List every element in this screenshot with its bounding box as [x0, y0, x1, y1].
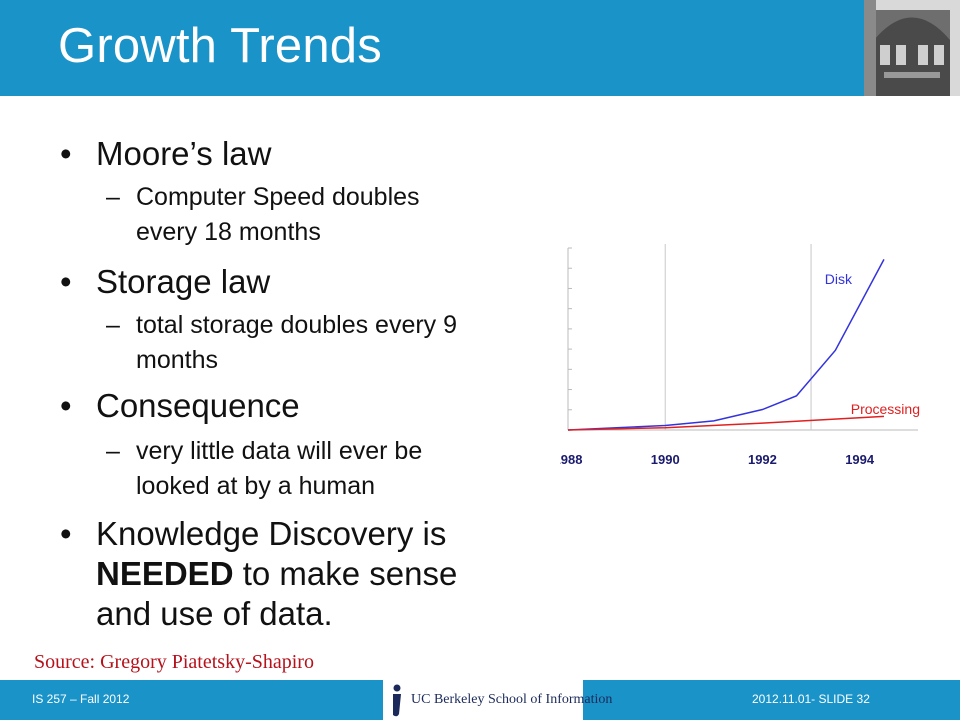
x-tick-label: 1988	[560, 452, 582, 467]
title-bar	[0, 0, 864, 96]
ucb-ischool-logo: UC Berkeley School of Information	[383, 680, 612, 720]
sub-bullet-text: months	[136, 346, 218, 374]
bullet-glyph: •	[60, 387, 72, 424]
logo-text: UC Berkeley School of Information	[411, 692, 613, 707]
series-line-disk	[567, 259, 885, 431]
sub-bullet-text: looked at by a human	[136, 472, 376, 500]
dash-glyph: –	[106, 183, 120, 211]
sub-bullet-text: every 18 months	[136, 218, 321, 246]
bullet-text: and use of data.	[96, 595, 333, 632]
emphasis-text: NEEDED	[96, 555, 234, 592]
bullet-glyph: •	[60, 135, 72, 172]
bullet-text: NEEDED to make sense	[96, 554, 457, 594]
bullet-glyph: •	[60, 263, 72, 300]
x-tick-label: 1994	[845, 452, 875, 467]
x-tick-label: 1990	[651, 452, 680, 467]
bullet-glyph: •	[60, 515, 72, 552]
growth-chart: Disk Processing 1988 1990 1992 1994	[560, 244, 920, 467]
series-label-processing: Processing	[851, 401, 920, 417]
series-line-processing	[567, 415, 885, 431]
bullet-text: Knowledge Discovery is	[96, 515, 447, 552]
slide-number: 2012.11.01- SLIDE 32	[752, 692, 870, 706]
sub-bullet-text: Computer Speed doubles	[136, 183, 420, 211]
sub-bullet-text: very little data will ever be	[136, 437, 423, 465]
bullet-text: Moore’s law	[96, 135, 272, 172]
slide-title: Growth Trends	[58, 19, 382, 73]
dash-glyph: –	[106, 311, 120, 339]
sub-bullet-text: total storage doubles every 9	[136, 311, 458, 339]
dash-glyph: –	[106, 437, 120, 465]
bullet-text: Consequence	[96, 387, 300, 424]
building-photo	[864, 0, 960, 96]
course-label: IS 257 – Fall 2012	[32, 692, 130, 706]
source-citation: Source: Gregory Piatetsky-Shapiro	[34, 651, 314, 673]
x-tick-label: 1992	[748, 452, 777, 467]
bullet-text: Storage law	[96, 263, 271, 300]
ischool-logo-icon	[393, 684, 401, 717]
bullet-text-continued: to make sense	[242, 555, 458, 592]
series-label-disk: Disk	[825, 271, 853, 287]
